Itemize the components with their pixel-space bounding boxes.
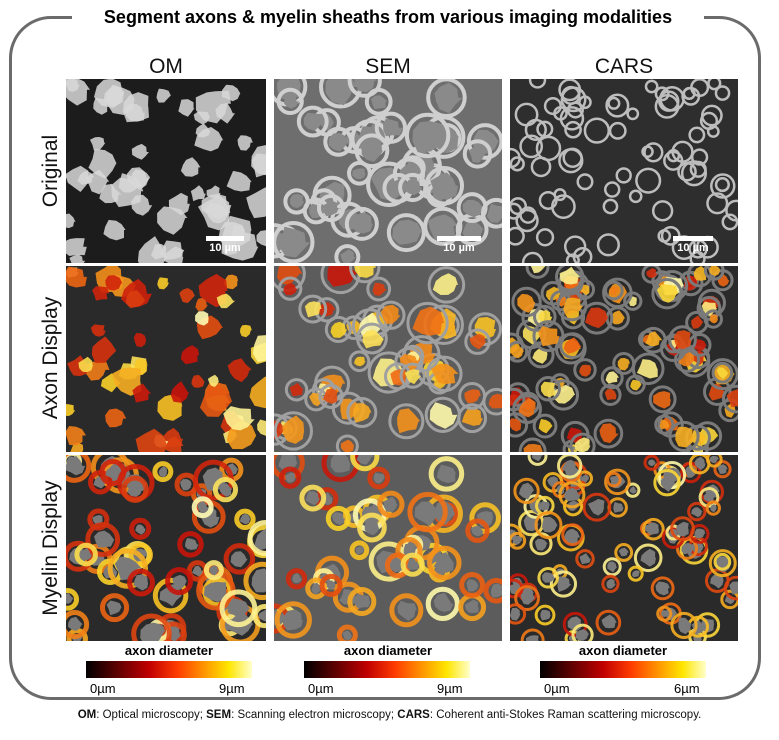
scale-label-sem: 10 µm [443, 242, 475, 254]
column-header-cars: CARS [594, 55, 654, 78]
scale-bar-om [206, 236, 244, 241]
panel-sem-axon [274, 266, 502, 452]
legend-title-om: axon diameter [124, 643, 214, 658]
column-header-sem: SEM [365, 55, 411, 78]
colorbar-max-om: 9µm [219, 681, 245, 696]
panel-cars-axon [510, 266, 738, 452]
colorbar-cars [540, 661, 706, 678]
colorbar-om [86, 661, 252, 678]
panel-sem-myelin [274, 455, 502, 641]
panel-om-axon [66, 266, 266, 452]
legend-title-cars: axon diameter [578, 643, 668, 658]
figure-title: Segment axons & myelin sheaths from vari… [72, 3, 704, 31]
colorbar-max-cars: 6µm [674, 681, 700, 696]
column-header-om: OM [149, 55, 183, 78]
panel-cars-myelin [510, 455, 738, 641]
legend-title-sem: axon diameter [343, 643, 433, 658]
colorbar-max-sem: 9µm [437, 681, 463, 696]
scale-bar-sem [437, 236, 481, 241]
scale-label-cars: 10 µm [677, 242, 709, 254]
colorbar-min-om: 0µm [90, 681, 116, 696]
scale-bar-cars [673, 236, 713, 241]
colorbar-min-cars: 0µm [544, 681, 570, 696]
panel-cars-original [510, 79, 738, 263]
colorbar-min-sem: 0µm [308, 681, 334, 696]
figure-caption: OM: Optical microscopy; SEM: Scanning el… [77, 709, 702, 721]
panel-sem-original [274, 79, 502, 263]
panel-om-myelin [66, 455, 266, 641]
panel-om-original [66, 79, 266, 263]
colorbar-sem [304, 661, 470, 678]
scale-label-om: 10 µm [209, 242, 241, 254]
